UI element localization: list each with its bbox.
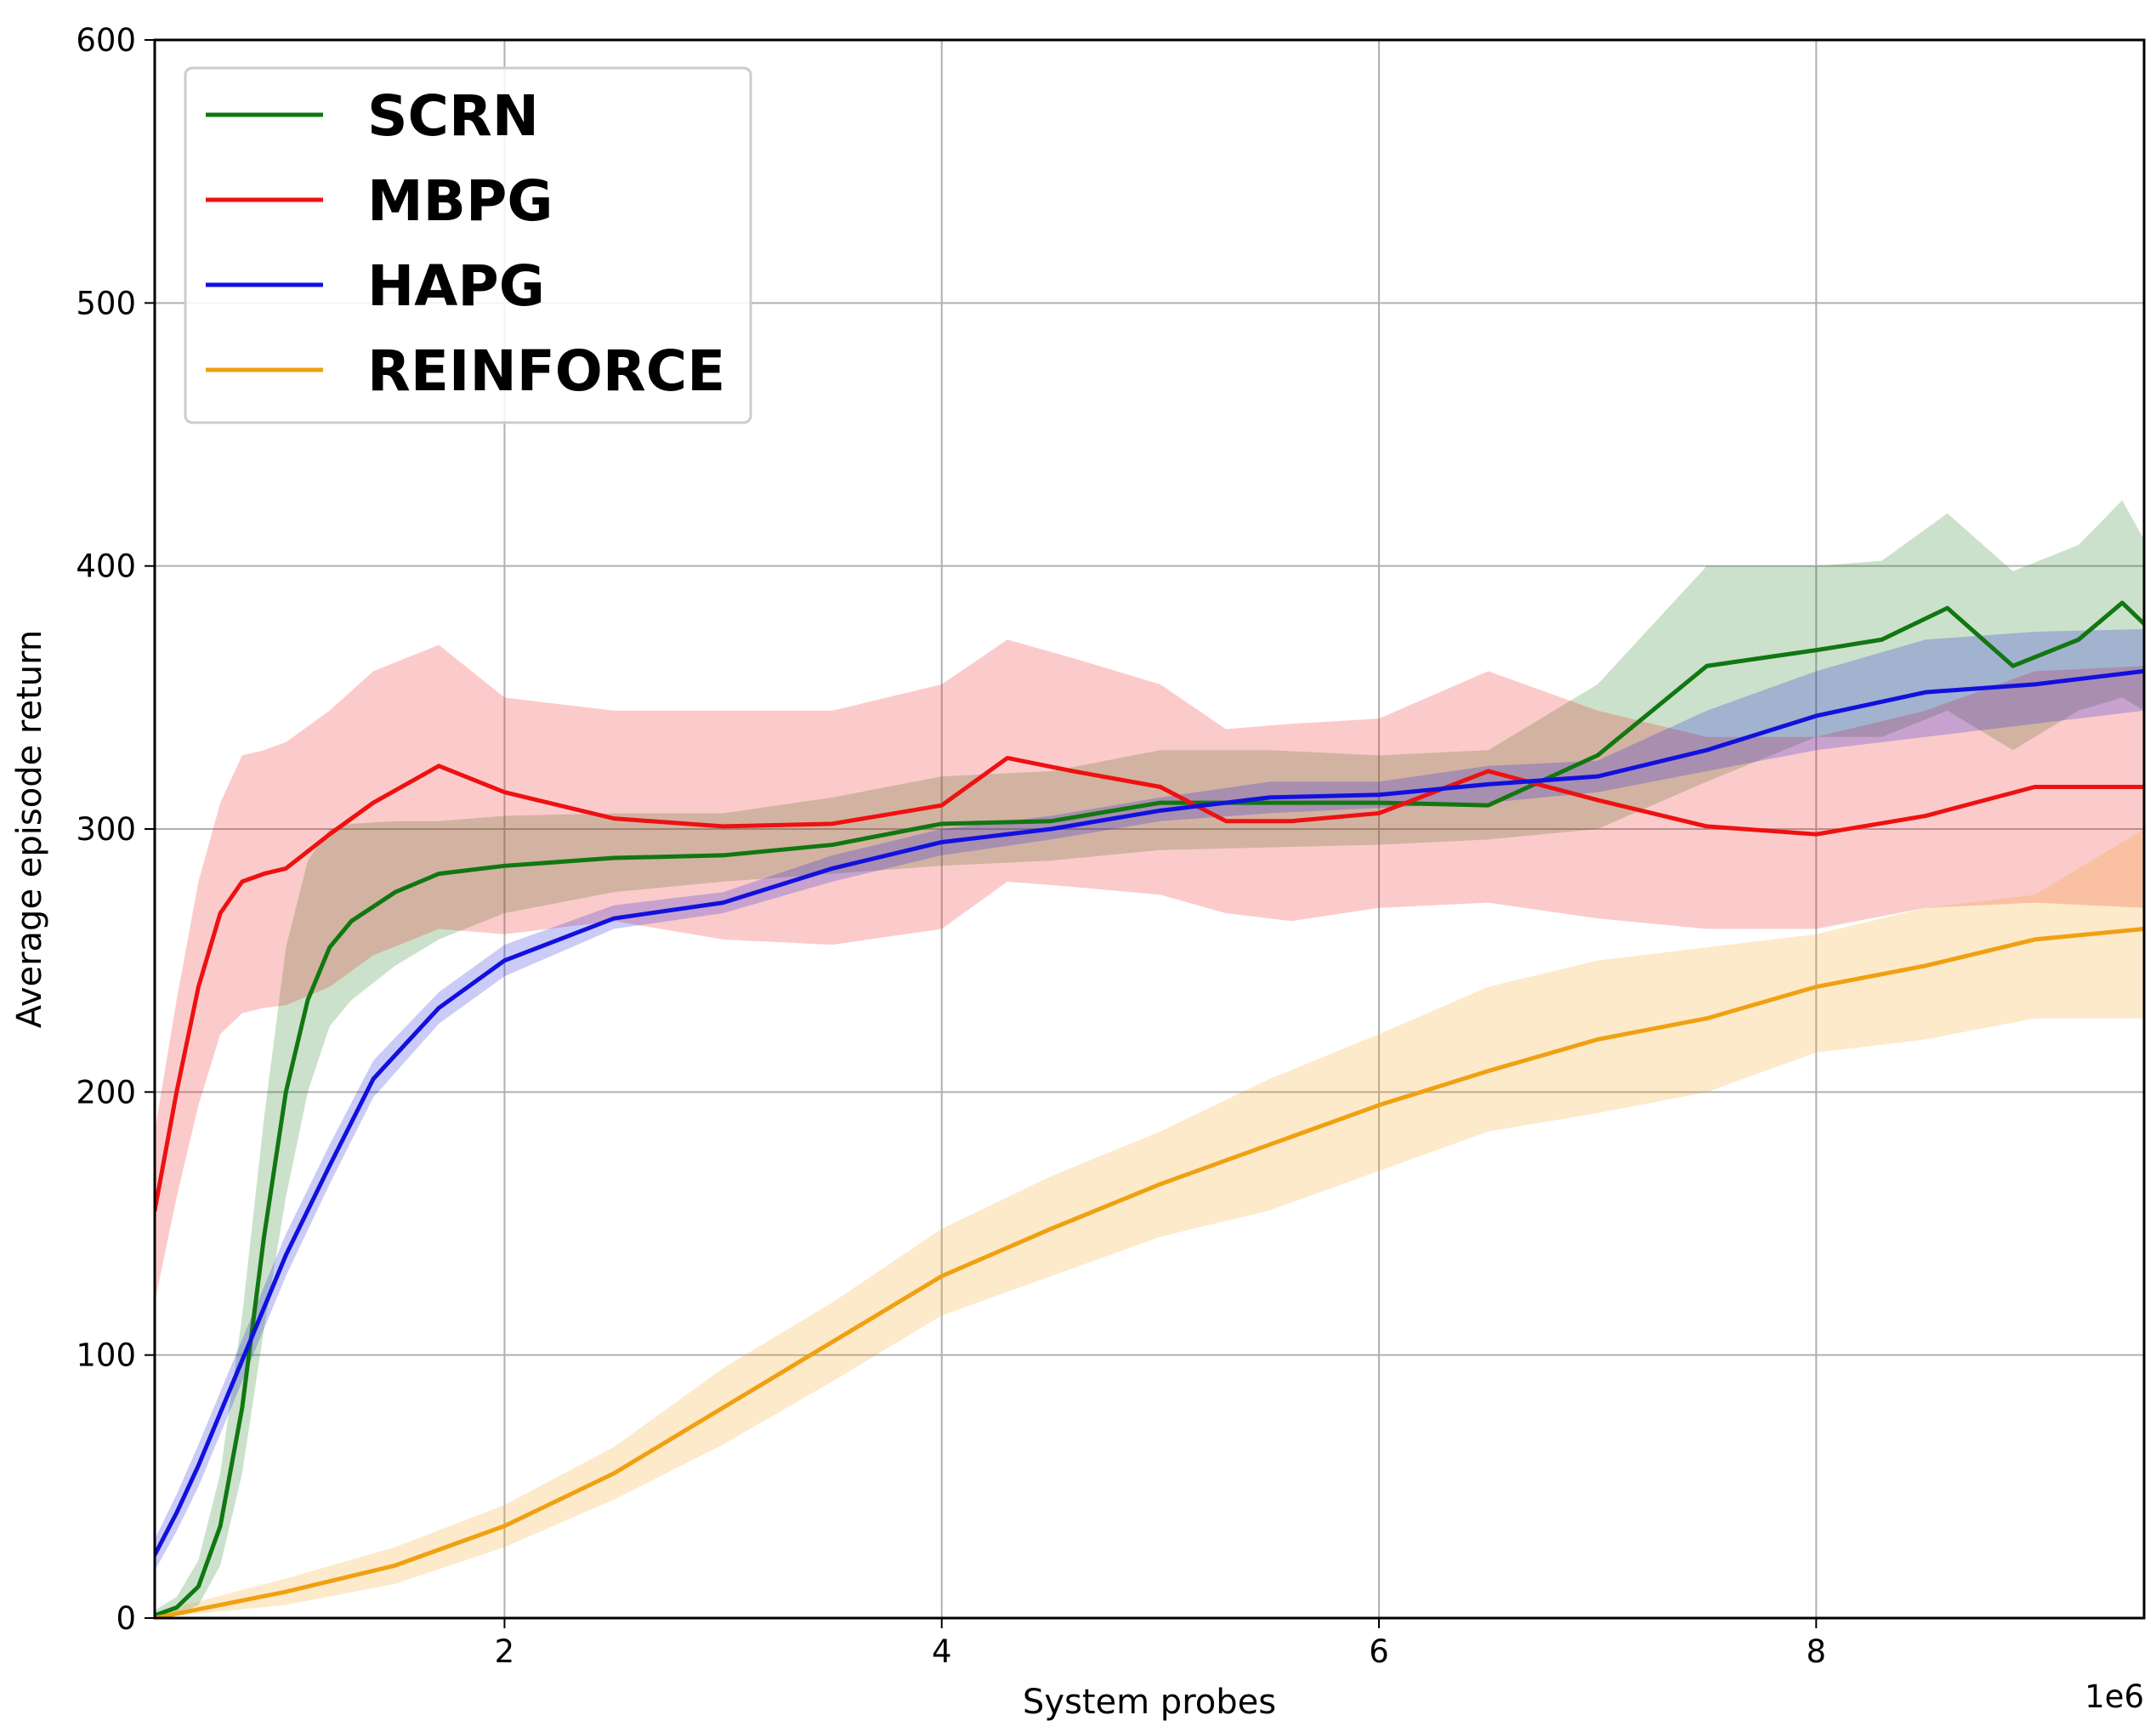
y-tick-label: 400	[76, 548, 136, 585]
x-tick-label: 6	[1369, 1633, 1389, 1670]
legend-box	[184, 66, 752, 424]
band-reinforce	[155, 829, 2144, 1618]
y-axis-label: Average episode return	[10, 630, 49, 1028]
x-axis-label: System probes	[1023, 1683, 1276, 1722]
line-mbpg	[155, 755, 2144, 1213]
x-tick-label: 8	[1807, 1633, 1827, 1670]
legend-label-mbpg: MBPG	[367, 168, 553, 234]
y-tick-label: 100	[76, 1337, 136, 1374]
line-scrn	[155, 600, 2144, 1618]
y-tick-label: 500	[76, 285, 136, 321]
line-reinforce	[155, 927, 2144, 1618]
y-tick-label: 0	[116, 1600, 136, 1637]
legend-label-reinforce: REINFORCE	[367, 338, 725, 404]
x-tick-label: 2	[495, 1633, 515, 1670]
legend-label-scrn: SCRN	[367, 83, 539, 149]
band-hapg	[155, 628, 2144, 1571]
confidence-bands	[155, 500, 2144, 1618]
legend: SCRN MBPG HAPG REINFORCE	[184, 66, 752, 424]
band-mbpg	[155, 639, 2144, 1303]
y-tick-label: 200	[76, 1074, 136, 1110]
y-tick-label: 300	[76, 811, 136, 848]
legend-label-hapg: HAPG	[367, 253, 545, 319]
line-hapg	[155, 668, 2144, 1558]
y-tick-label: 600	[76, 22, 136, 59]
series-lines	[155, 600, 2144, 1618]
x-offset-label: 1e6	[2085, 1678, 2144, 1715]
band-scrn	[155, 500, 2144, 1618]
x-tick-label: 4	[932, 1633, 952, 1670]
axis-ticks: 2 4 6 8 0 100 200 300 400 500 600	[76, 22, 1826, 1670]
